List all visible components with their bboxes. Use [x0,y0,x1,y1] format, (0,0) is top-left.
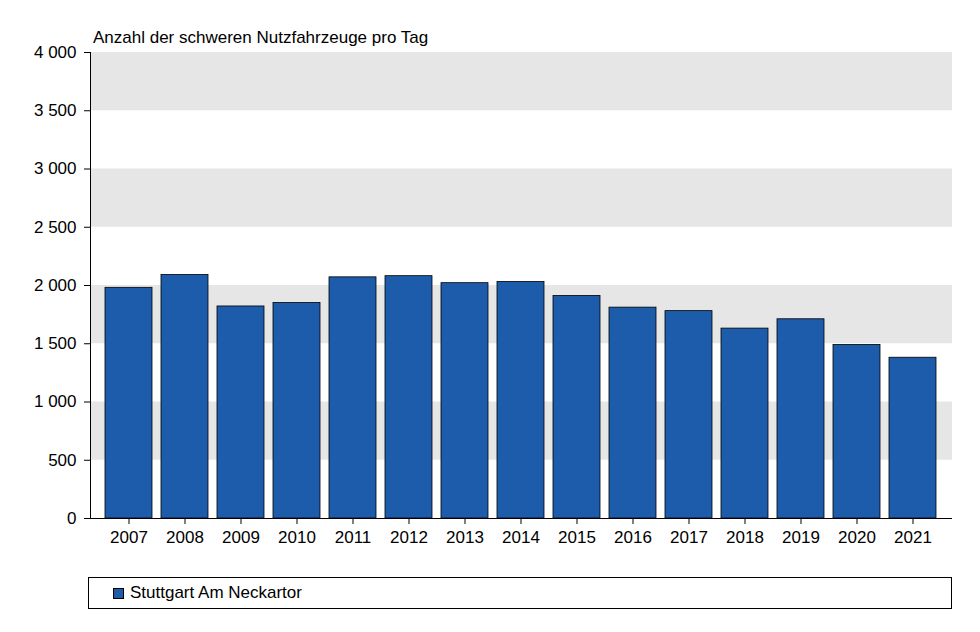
svg-text:1 500: 1 500 [34,334,77,353]
svg-text:2 000: 2 000 [34,276,77,295]
svg-text:2017: 2017 [670,528,708,547]
svg-text:2012: 2012 [390,528,428,547]
svg-text:500: 500 [48,451,76,470]
svg-text:2018: 2018 [726,528,764,547]
svg-text:2020: 2020 [838,528,876,547]
svg-text:2014: 2014 [502,528,540,547]
html-text:Stuttgart Am Neckartor: Stuttgart Am Neckartor [130,583,302,602]
svg-text:2016: 2016 [614,528,652,547]
svg-text:2007: 2007 [110,528,148,547]
svg-text:2010: 2010 [278,528,316,547]
svg-text:0: 0 [67,509,76,528]
svg-text:3 000: 3 000 [34,159,77,178]
svg-text:2008: 2008 [166,528,204,547]
svg-text:4 000: 4 000 [34,43,77,62]
html-text:Anzahl der schweren Nutzfahrze: Anzahl der schweren Nutzfahrzeuge pro Ta… [93,28,429,47]
svg-text:2 500: 2 500 [34,218,77,237]
svg-text:2021: 2021 [894,528,932,547]
svg-text:1 000: 1 000 [34,392,77,411]
svg-text:2013: 2013 [446,528,484,547]
svg-text:2009: 2009 [222,528,260,547]
svg-text:3 500: 3 500 [34,101,77,120]
svg-text:2019: 2019 [782,528,820,547]
svg-text:2011: 2011 [335,528,372,547]
svg-text:2015: 2015 [558,528,596,547]
